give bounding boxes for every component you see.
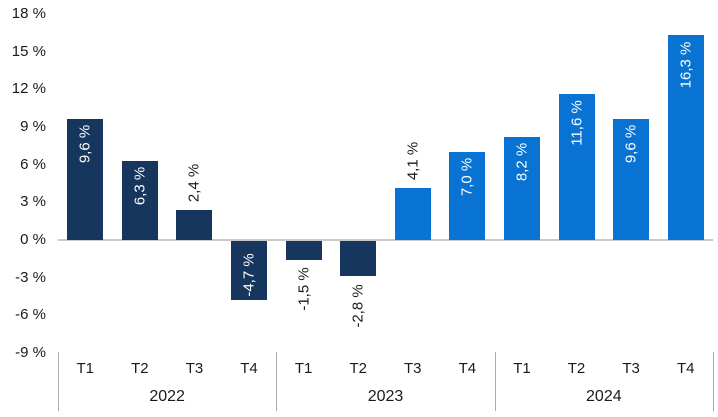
x-axis-quarter-label: T2 <box>349 360 367 377</box>
x-axis-year-label: 2024 <box>586 388 622 405</box>
bar-2022-T3 <box>176 209 213 240</box>
bar-value-label: -2,8 % <box>349 283 367 328</box>
y-axis-tick-label: -3 % <box>15 268 46 286</box>
x-axis-year-label: 2023 <box>367 388 404 405</box>
bar-2023-T3 <box>394 188 431 240</box>
bar-2024-T1 <box>503 136 540 240</box>
axis-group-divider <box>58 352 59 411</box>
x-axis-quarter-label: T1 <box>513 360 531 377</box>
bar-2024-T4 <box>667 35 704 240</box>
y-axis-tick-label: 6 % <box>20 155 46 173</box>
bar-value-label: 4,1 % <box>404 142 422 181</box>
x-axis-quarter-label: T4 <box>240 360 258 377</box>
bar-value-label: 7,0 % <box>458 157 476 197</box>
axis-group-divider <box>713 352 714 411</box>
y-axis-tick-label: 0 % <box>20 231 46 248</box>
bar-value-label: 11,6 % <box>568 100 586 147</box>
x-axis-quarter-label: T1 <box>76 360 95 377</box>
bar-value-label: 8,2 % <box>513 142 531 182</box>
bar-value-label: -1,5 % <box>295 267 313 312</box>
x-axis-quarter-label: T1 <box>294 360 313 377</box>
bar-2022-T2 <box>121 160 158 240</box>
axis-group-divider <box>276 352 278 411</box>
y-axis-tick-label: -6 % <box>15 306 46 324</box>
x-axis-quarter-label: T3 <box>404 360 422 377</box>
y-axis-tick-label: -9 % <box>15 344 46 362</box>
bar-2024-T3 <box>613 119 650 240</box>
x-axis-quarter-label: T3 <box>622 360 640 377</box>
y-axis-tick-label: 15 % <box>11 42 46 60</box>
x-axis-year-label: 2022 <box>149 388 185 405</box>
y-axis-tick-label: 12 % <box>11 80 46 98</box>
y-axis-tick-label: 18 % <box>11 4 46 22</box>
x-axis-quarter-label: T2 <box>567 360 586 377</box>
bar-value-label: -4,7 % <box>240 252 258 297</box>
bar-value-label: 9,6 % <box>622 125 640 164</box>
y-axis-tick-label: 9 % <box>20 117 46 135</box>
bar-value-label: 16,3 % <box>677 41 695 89</box>
bar-2022-T4 <box>231 241 268 301</box>
bar-2024-T2 <box>558 94 595 240</box>
x-axis-quarter-label: T4 <box>458 360 477 377</box>
bar-value-label: 6,3 % <box>131 166 149 206</box>
y-axis-tick-label: 3 % <box>20 193 46 211</box>
axis-group-divider <box>494 352 496 411</box>
x-axis-quarter-label: T3 <box>185 360 204 377</box>
bar-2023-T2 <box>340 241 377 277</box>
bar-2023-T1 <box>285 241 322 260</box>
bar-value-label: 9,6 % <box>76 125 94 164</box>
x-axis-quarter-label: T4 <box>676 360 695 377</box>
zero-axis-line <box>58 239 713 241</box>
x-axis-quarter-label: T2 <box>131 360 149 377</box>
bar-value-label: 2,4 % <box>185 163 203 203</box>
bar-2023-T4 <box>449 152 486 240</box>
bar-2022-T1 <box>67 119 104 240</box>
